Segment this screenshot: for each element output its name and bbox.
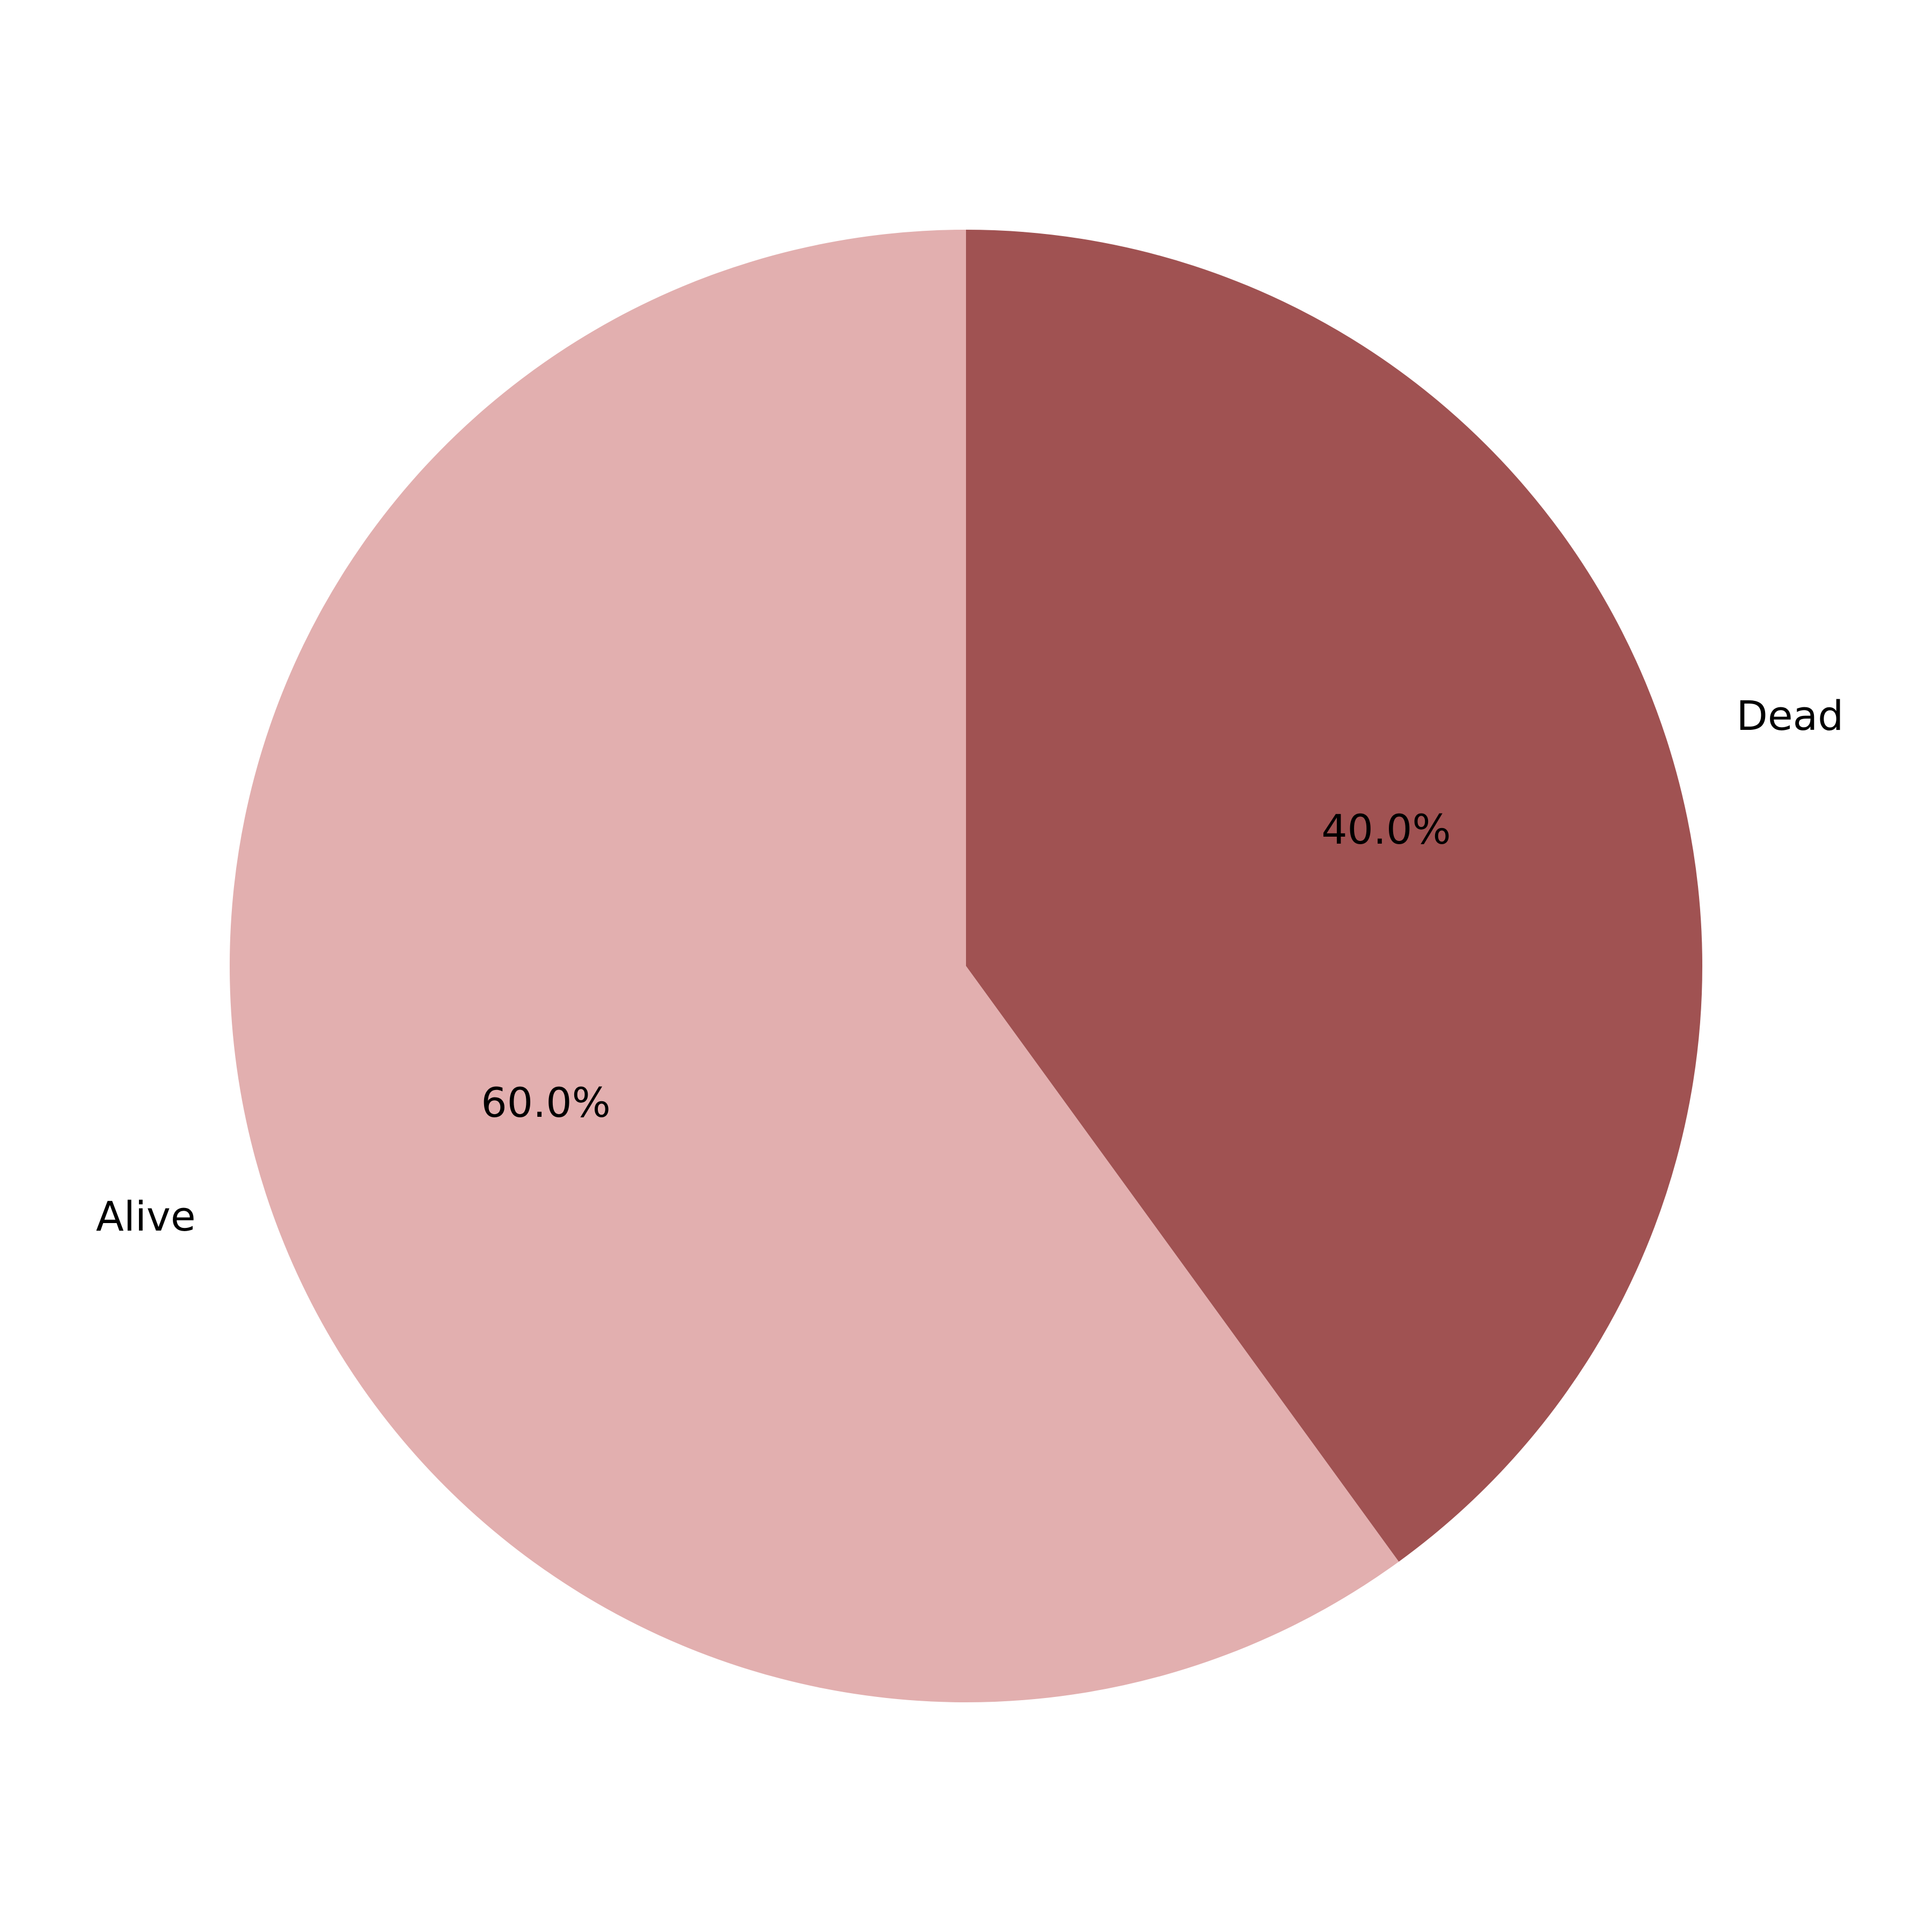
slice-percent-alive: 60.0% <box>481 1079 610 1126</box>
pie-labels: Dead 40.0% Alive 60.0% <box>96 692 1844 1240</box>
pie-slice-dead <box>966 230 1703 1562</box>
slice-label-alive: Alive <box>96 1192 196 1240</box>
pie-slice-alive <box>230 230 1399 1702</box>
slice-label-dead: Dead <box>1736 692 1843 740</box>
pie-slices <box>230 230 1703 1702</box>
slice-percent-dead: 40.0% <box>1321 806 1451 853</box>
